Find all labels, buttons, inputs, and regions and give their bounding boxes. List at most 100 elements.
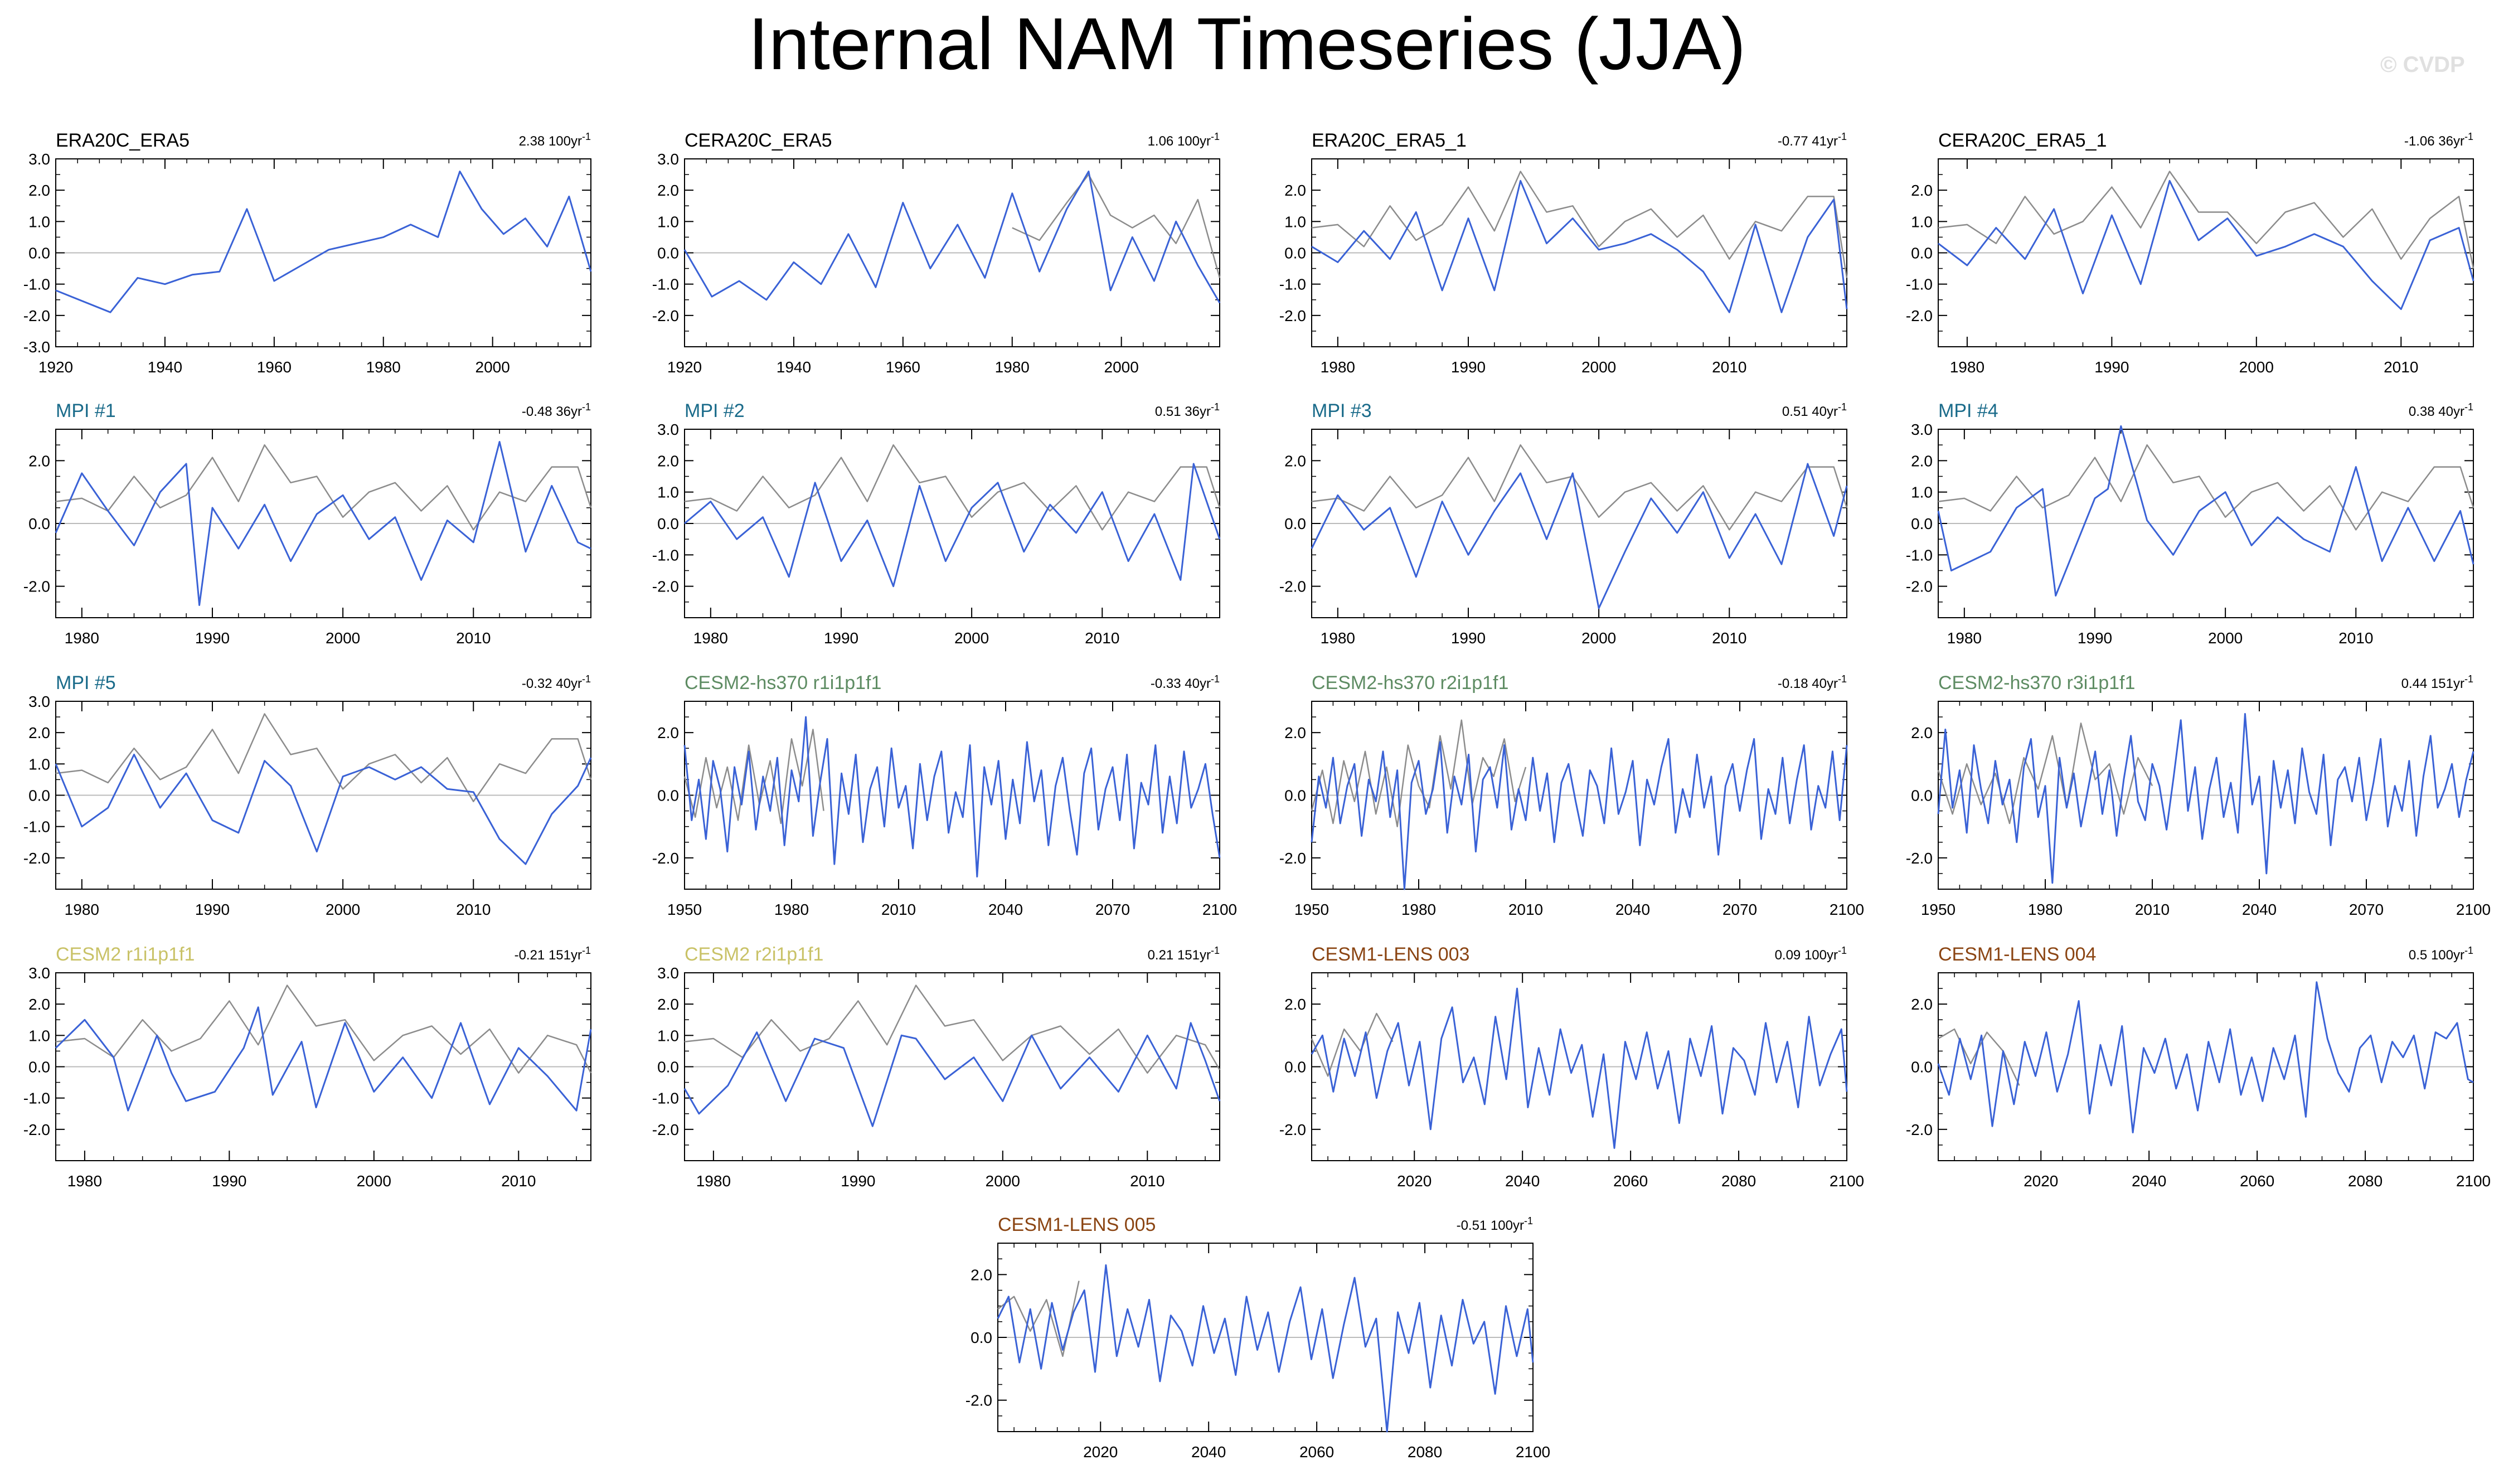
x-tick-label: 2000: [1581, 358, 1616, 376]
y-tick-label: -1.0: [1906, 276, 1933, 293]
y-tick-label: 2.0: [971, 1266, 992, 1283]
y-tick-label: -2.0: [1279, 578, 1306, 595]
panel-10: 1950 1980 2010 2040 2070 2100 2.0 0.0 -2.0 CESM2-…: [652, 672, 1237, 918]
panel-11: 1950 1980 2010 2040 2070 2100 2.0 0.0 -2.0 CESM2-…: [1279, 672, 1864, 918]
series-line-secondary: [1937, 722, 2153, 825]
y-tick-label: 2.0: [657, 452, 679, 469]
panel-title: CESM1-LENS 003: [1312, 944, 1469, 965]
y-tick-label: 0.0: [1284, 245, 1306, 262]
panel-title: CESM1-LENS 004: [1938, 944, 2096, 965]
x-tick-label: 1990: [841, 1172, 875, 1190]
y-tick-label: 3.0: [28, 151, 50, 168]
x-tick-label: 1990: [824, 629, 858, 647]
panel-6: 1980 1990 2000 2010 3.0 2.0 1.0 0.0 -1.0 -2.0 MPI …: [652, 400, 1221, 647]
x-tick-label: 1980: [693, 629, 728, 647]
y-tick-label: 1.0: [1284, 213, 1306, 230]
x-tick-label: 2000: [986, 1172, 1020, 1190]
series-line-secondary: [684, 444, 1221, 531]
x-tick-label: 1960: [886, 358, 920, 376]
series-line-secondary: [1311, 444, 1848, 531]
panel-title: CESM2-hs370 r2i1p1f1: [1312, 672, 1508, 693]
x-tick-label: 1950: [1294, 901, 1329, 918]
y-tick-label: 2.0: [28, 996, 50, 1013]
panel-8: 1980 1990 2000 2010 3.0 2.0 1.0 0.0 -1.0 -2.0 MPI …: [1906, 400, 2474, 647]
y-tick-label: 1.0: [28, 213, 50, 230]
x-tick-label: 2040: [1505, 1172, 1540, 1190]
panel-2: 1920 1940 1960 1980 2000 3.0 2.0 1.0 0.0 -1.0 -2.0…: [652, 130, 1221, 376]
x-tick-label: 2000: [2208, 629, 2243, 647]
series-line-primary: [1311, 180, 1848, 313]
x-tick-label: 2000: [475, 358, 510, 376]
panel-title: ERA20C_ERA5: [56, 130, 190, 151]
y-tick-label: 0.0: [657, 515, 679, 532]
x-tick-label: 1920: [667, 358, 702, 376]
y-tick-label: 2.0: [657, 182, 679, 199]
panel-title: CERA20C_ERA5: [685, 130, 832, 151]
y-tick-label: 1.0: [1911, 484, 1933, 501]
trend-exponent: -1: [2464, 131, 2473, 142]
y-tick-label: -1.0: [23, 818, 50, 836]
x-tick-label: 2040: [988, 901, 1023, 918]
y-tick-label: 0.0: [657, 245, 679, 262]
x-tick-label: 1980: [1321, 358, 1355, 376]
x-tick-label: 1980: [1947, 629, 1982, 647]
x-tick-label: 1980: [2028, 901, 2063, 918]
panel-17: 2020 2040 2060 2080 2100 2.0 0.0 -2.0 CESM1-LENS…: [965, 1214, 1550, 1461]
y-tick-label: -1.0: [23, 276, 50, 293]
series-line-primary: [683, 716, 1221, 877]
trend-exponent: -1: [1838, 945, 1847, 956]
x-tick-label: 2100: [1202, 901, 1237, 918]
series-line-secondary: [1938, 1028, 2020, 1086]
y-tick-label: 3.0: [28, 693, 50, 710]
trend-label: 0.21 151yr-1: [1148, 945, 1220, 963]
trend-label: -0.32 40yr-1: [522, 673, 591, 691]
x-tick-label: 2010: [1712, 358, 1746, 376]
trend-exponent: -1: [2464, 401, 2473, 413]
y-tick-label: 0.0: [1911, 1059, 1933, 1076]
y-tick-label: -2.0: [23, 850, 50, 867]
y-tick-label: -2.0: [1906, 1121, 1933, 1138]
series-line-primary: [683, 171, 1221, 304]
x-tick-label: 1980: [65, 629, 99, 647]
y-tick-label: 1.0: [28, 755, 50, 773]
y-tick-label: -3.0: [23, 338, 50, 356]
series-line-primary: [1937, 713, 2474, 884]
y-tick-label: 0.0: [971, 1329, 992, 1346]
y-tick-label: -1.0: [652, 546, 679, 564]
y-tick-label: 3.0: [657, 421, 679, 438]
x-tick-label: 1980: [696, 1172, 731, 1190]
panel-14: 1980 1990 2000 2010 3.0 2.0 1.0 0.0 -1.0 -2.0 CESM…: [652, 944, 1221, 1190]
y-tick-label: -2.0: [23, 578, 50, 595]
x-tick-label: 2080: [1721, 1172, 1756, 1190]
x-tick-label: 2000: [357, 1172, 391, 1190]
x-tick-label: 1990: [212, 1172, 246, 1190]
y-tick-label: 0.0: [1284, 787, 1306, 804]
panel-16: 2020 2040 2060 2080 2100 2.0 0.0 -2.0 CESM1-LENS…: [1906, 944, 2491, 1190]
trend-exponent: -1: [2464, 945, 2473, 956]
trend-label: 0.5 100yr-1: [2409, 945, 2473, 963]
x-tick-label: 1940: [148, 358, 182, 376]
x-tick-label: 2040: [1615, 901, 1650, 918]
trend-label: -0.21 151yr-1: [515, 945, 591, 963]
trend-label: -0.48 36yr-1: [522, 401, 591, 419]
trend-exponent: -1: [1838, 401, 1847, 413]
x-tick-label: 2020: [2024, 1172, 2058, 1190]
y-tick-label: 2.0: [28, 452, 50, 469]
x-tick-label: 2000: [954, 629, 989, 647]
y-tick-label: 2.0: [1911, 724, 1933, 741]
series-line-primary: [1311, 987, 1848, 1149]
y-tick-label: 0.0: [28, 245, 50, 262]
x-tick-label: 2040: [2242, 901, 2277, 918]
x-tick-label: 2010: [456, 901, 491, 918]
y-tick-label: -2.0: [652, 307, 679, 324]
panel-title: CESM2-hs370 r1i1p1f1: [685, 672, 881, 693]
x-tick-label: 2000: [326, 629, 360, 647]
trend-exponent: -1: [1524, 1215, 1533, 1226]
x-tick-label: 2010: [2338, 629, 2373, 647]
trend-label: -1.06 36yr-1: [2404, 131, 2473, 149]
trend-label: -0.33 40yr-1: [1151, 673, 1220, 691]
y-tick-label: 1.0: [28, 1027, 50, 1044]
x-tick-label: 2010: [2135, 901, 2170, 918]
panel-title: ERA20C_ERA5_1: [1312, 130, 1467, 151]
